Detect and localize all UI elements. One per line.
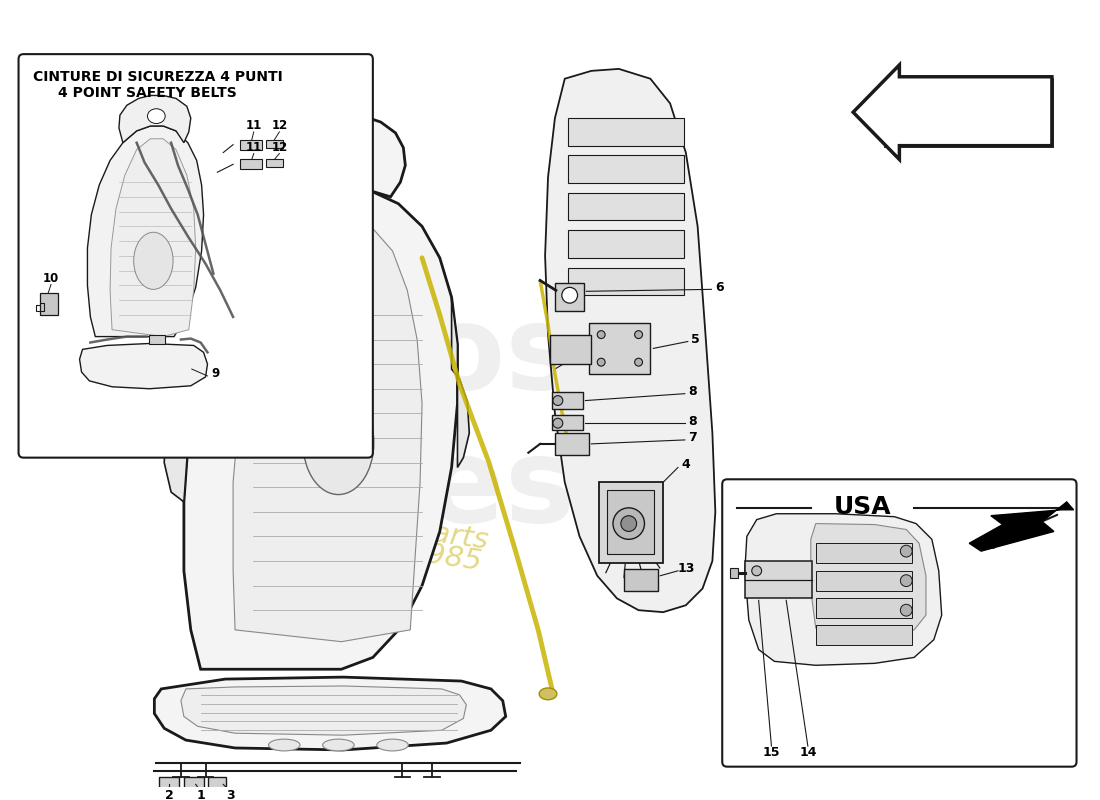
Bar [209, 778, 227, 791]
Text: 12: 12 [272, 119, 287, 133]
Bar [568, 155, 684, 183]
Bar [240, 159, 262, 170]
Bar [265, 159, 284, 167]
Circle shape [751, 566, 761, 576]
Circle shape [562, 287, 578, 303]
Text: CINTURE DI SICUREZZA 4 PUNTI: CINTURE DI SICUREZZA 4 PUNTI [33, 70, 283, 84]
Bar [150, 334, 165, 345]
Circle shape [620, 516, 637, 531]
Circle shape [553, 396, 563, 406]
Circle shape [901, 546, 912, 557]
Circle shape [597, 358, 605, 366]
Polygon shape [119, 95, 190, 142]
Polygon shape [79, 343, 208, 389]
Polygon shape [969, 502, 1074, 551]
Circle shape [597, 330, 605, 338]
Bar [568, 118, 684, 146]
Text: 11: 11 [245, 141, 262, 154]
Text: 8: 8 [689, 414, 697, 428]
Polygon shape [884, 78, 1052, 146]
Text: 5: 5 [691, 333, 700, 346]
Text: 12: 12 [272, 141, 287, 154]
Bar [552, 392, 583, 410]
Text: 8: 8 [689, 386, 697, 398]
Polygon shape [180, 686, 466, 735]
Polygon shape [546, 69, 715, 612]
Text: 10: 10 [43, 272, 59, 285]
Bar [568, 230, 684, 258]
Bar [550, 334, 592, 364]
Bar [568, 193, 684, 221]
Polygon shape [811, 523, 926, 638]
Circle shape [635, 358, 642, 366]
Bar [41, 294, 58, 315]
Polygon shape [452, 298, 470, 467]
Ellipse shape [268, 739, 300, 751]
Text: 🐎: 🐎 [339, 145, 344, 154]
Text: 15: 15 [762, 746, 780, 759]
Bar [554, 433, 590, 454]
Bar [745, 561, 812, 598]
Text: USA: USA [834, 495, 892, 519]
Bar [607, 490, 654, 554]
Polygon shape [154, 677, 506, 750]
FancyBboxPatch shape [19, 54, 373, 458]
Bar [568, 268, 684, 295]
Circle shape [613, 508, 645, 539]
Circle shape [553, 418, 563, 428]
Bar [816, 598, 912, 618]
Polygon shape [110, 138, 196, 337]
Circle shape [901, 604, 912, 616]
Ellipse shape [147, 109, 165, 123]
FancyBboxPatch shape [723, 479, 1077, 766]
Polygon shape [184, 188, 458, 670]
Bar [184, 778, 204, 791]
Bar [265, 140, 284, 148]
Text: 3: 3 [226, 789, 234, 800]
Text: 6: 6 [715, 281, 724, 294]
Ellipse shape [326, 136, 358, 163]
Polygon shape [233, 218, 422, 642]
Text: 1: 1 [196, 789, 205, 800]
Text: since 1985: since 1985 [322, 526, 483, 576]
Polygon shape [854, 65, 1052, 159]
Bar [624, 569, 658, 590]
Text: 14: 14 [799, 746, 816, 759]
Text: 9: 9 [211, 367, 220, 381]
Text: 7: 7 [689, 431, 697, 445]
Polygon shape [864, 78, 900, 146]
Polygon shape [87, 126, 204, 337]
Ellipse shape [134, 232, 173, 290]
Ellipse shape [377, 739, 408, 751]
Text: 13: 13 [678, 562, 694, 575]
Circle shape [635, 330, 642, 338]
Bar [816, 571, 912, 590]
Circle shape [901, 574, 912, 586]
Text: 11: 11 [245, 119, 262, 133]
Ellipse shape [322, 739, 354, 751]
Bar [600, 482, 663, 563]
Text: 4 POINT SAFETY BELTS: 4 POINT SAFETY BELTS [58, 86, 236, 101]
Polygon shape [273, 114, 405, 202]
Bar [730, 568, 738, 578]
Ellipse shape [302, 391, 374, 494]
Bar [240, 140, 262, 150]
Bar [590, 323, 650, 374]
Ellipse shape [539, 688, 557, 700]
Bar [816, 543, 912, 563]
Bar [552, 415, 583, 430]
Text: 4: 4 [681, 458, 690, 471]
Bar [554, 283, 584, 311]
Bar [160, 778, 179, 791]
Text: eurosp
ares: eurosp ares [202, 299, 661, 547]
Polygon shape [745, 514, 942, 666]
Polygon shape [164, 379, 198, 502]
Text: 2: 2 [165, 789, 174, 800]
Text: a passion for parts: a passion for parts [217, 489, 490, 554]
Bar [816, 625, 912, 645]
